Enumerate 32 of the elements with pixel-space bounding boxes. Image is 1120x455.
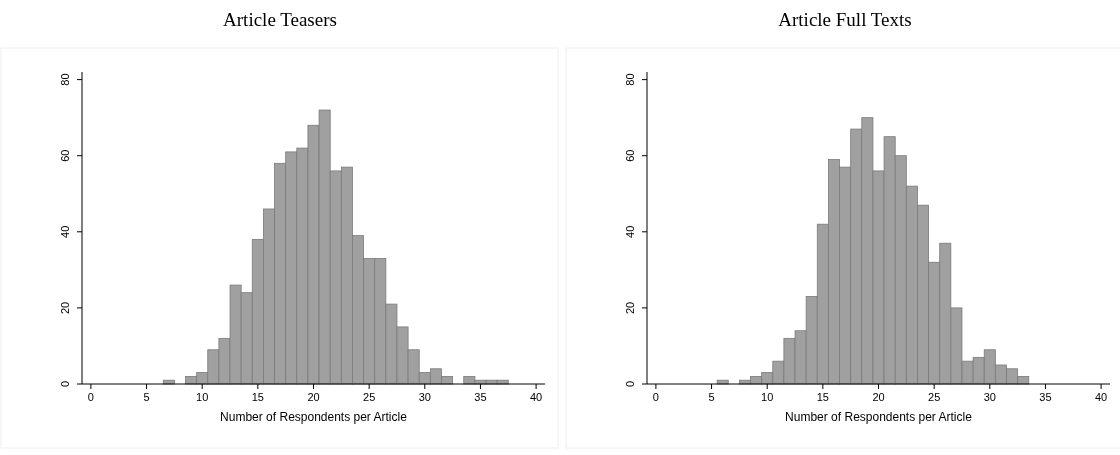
x-tick-label: 40 (1094, 391, 1108, 403)
x-tick-label: 10 (196, 391, 209, 403)
y-tick-label: 20 (624, 301, 636, 315)
y-tick-label: 60 (624, 149, 636, 162)
y-tick-label: 80 (59, 73, 71, 86)
x-tick-label: 5 (143, 391, 150, 403)
x-axis-title: Number of Respondents per Article (220, 410, 408, 424)
y-tick-label: 80 (624, 73, 636, 86)
chart-title: Article Teasers (223, 9, 337, 30)
x-tick-label: 40 (529, 391, 543, 403)
x-tick-label: 25 (928, 391, 941, 403)
x-tick-label: 20 (307, 391, 320, 403)
x-tick-label: 35 (474, 391, 487, 403)
x-tick-label: 25 (363, 391, 376, 403)
x-tick-label: 30 (418, 391, 431, 403)
chart-title: Article Full Texts (778, 9, 912, 30)
y-tick-label: 0 (624, 380, 636, 388)
x-tick-label: 0 (652, 391, 659, 403)
y-tick-label: 20 (59, 301, 71, 315)
x-tick-label: 0 (87, 391, 94, 403)
x-tick-label: 30 (983, 391, 996, 403)
x-tick-label: 20 (872, 391, 885, 403)
y-tick-label: 0 (59, 380, 71, 388)
y-tick-label: 40 (59, 225, 71, 238)
x-tick-label: 15 (816, 391, 829, 403)
x-tick-label: 5 (708, 391, 715, 403)
x-tick-label: 10 (761, 391, 774, 403)
y-tick-label: 40 (624, 225, 636, 238)
y-tick-label: 60 (59, 149, 71, 162)
x-tick-label: 35 (1039, 391, 1052, 403)
x-axis-title: Number of Respondents per Article (785, 410, 973, 424)
x-tick-label: 15 (251, 391, 264, 403)
